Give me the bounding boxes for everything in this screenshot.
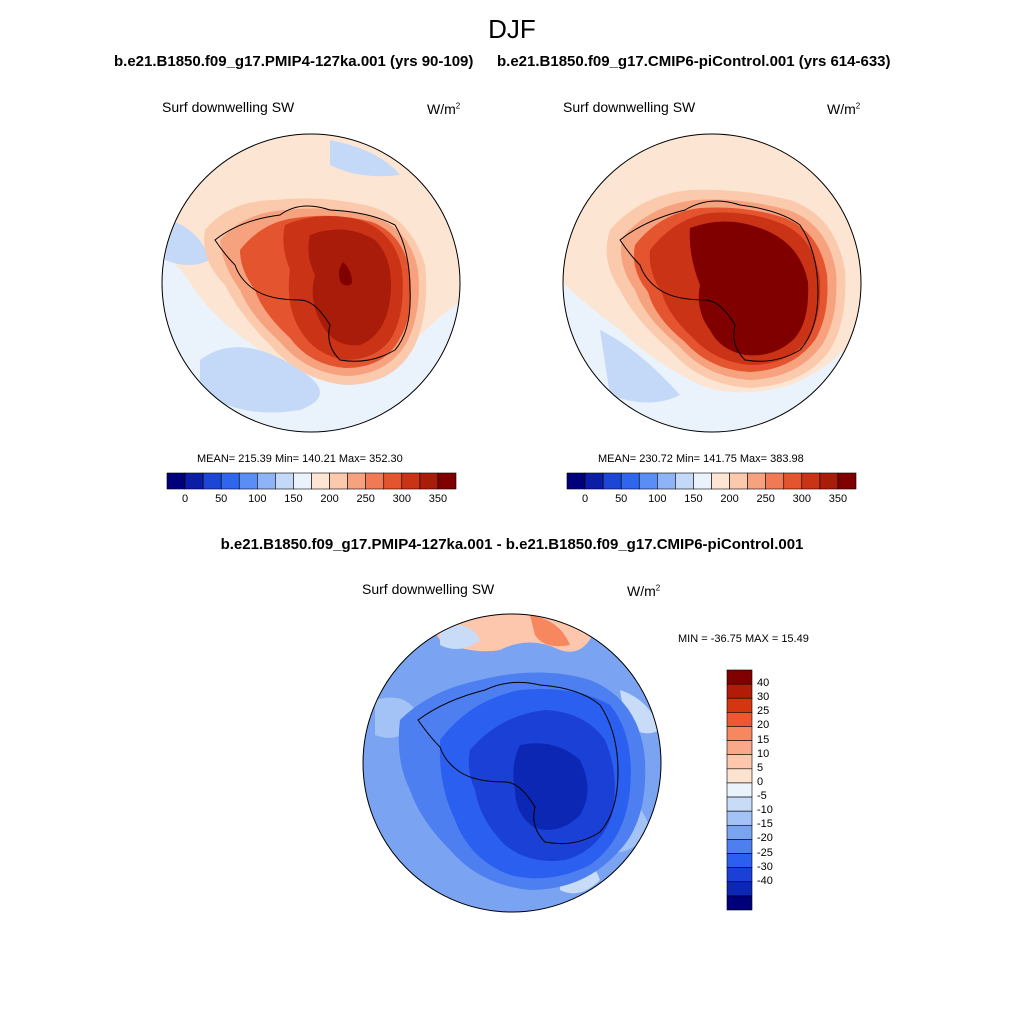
panel1-colorbar-tick-label: 0: [182, 493, 189, 505]
panel3-colorbar-tick-label: -40: [757, 874, 773, 887]
contour-level-330: [308, 229, 391, 346]
panel1-colorbar-tick-label: 250: [356, 493, 375, 505]
positive-anomaly-patch: [530, 615, 570, 647]
panel3-colorbar-tick-label: -15: [757, 818, 773, 831]
low-sw-patch: [200, 347, 320, 413]
contour-level-350: [338, 262, 352, 286]
panel1-colorbar-tick-label: 50: [215, 493, 228, 505]
panel2-colorbar-tick-label: 200: [720, 493, 739, 505]
panel2-colorbar-tick-label: 100: [648, 493, 667, 505]
panel3-colorbar-tick-label: -25: [757, 846, 773, 859]
panel3-colorbar-tick-label: -5: [757, 790, 767, 803]
panel3-colorbar-tick-label: -30: [757, 860, 773, 873]
figure-title: DJF: [488, 14, 536, 44]
panel1-colorbar-tick-label: 200: [320, 493, 339, 505]
panel3-stats: MIN = -36.75 MAX = 15.49: [678, 633, 809, 645]
low-sw-patch: [330, 140, 400, 177]
panel1-colorbar-tick-label: 350: [428, 493, 448, 505]
panel3-colorbar-swatch: [726, 768, 753, 784]
panel3-colorbar-swatch: [726, 712, 753, 727]
panel1-colorbar-tick-label: 150: [284, 493, 303, 505]
panel3-colorbar-swatch: [726, 740, 753, 756]
panel2-variable-label: Surf downwelling SW: [563, 99, 696, 115]
panel2-units-label: W/m2: [827, 101, 861, 117]
panel3-colorbar-swatch: [726, 839, 753, 854]
panel1-colorbar-swatch: [437, 472, 457, 490]
panel3-colorbar-swatch: [726, 895, 753, 911]
panel1-colorbar-tick-label: 100: [248, 493, 267, 505]
panel1-case-title: b.e21.B1850.f09_g17.PMIP4-127ka.001 (yrs…: [114, 53, 474, 70]
panel3-colorbar-swatch: [726, 881, 753, 897]
low-sw-patch: [600, 330, 680, 403]
panel2-colorbar-tick-label: 150: [684, 493, 703, 505]
panel1-variable-label: Surf downwelling SW: [162, 99, 295, 115]
panel3-colorbar-swatch: [726, 853, 753, 868]
panel3-case-title: b.e21.B1850.f09_g17.PMIP4-127ka.001 - b.…: [220, 536, 804, 553]
panel3-colorbar-swatch: [726, 683, 753, 699]
panel2-colorbar-tick-label: 350: [828, 493, 848, 505]
panel2-colorbar-tick-label: 0: [582, 493, 589, 505]
panel2-colorbar-swatch: [837, 472, 857, 490]
panel3-colorbar-tick-label: 10: [757, 747, 770, 760]
panel3-colorbar-swatch: [726, 796, 753, 812]
panel1-units-label: W/m2: [427, 101, 461, 117]
panel3-colorbar-tick-label: 20: [757, 719, 770, 732]
panel3-colorbar-tick-label: 40: [757, 677, 770, 690]
panel2-colorbar-tick-label: 250: [756, 493, 775, 505]
panel2-colorbar-tick-label: 300: [792, 493, 811, 505]
low-sw-patch: [165, 220, 210, 265]
panel3-colorbar-swatch: [726, 867, 753, 883]
panel3-colorbar-swatch: [726, 669, 753, 685]
antarctica-coastline: [417, 681, 619, 845]
panel1-stats: MEAN= 215.39 Min= 140.21 Max= 352.30: [197, 453, 403, 465]
panel3-colorbar-swatch: [726, 782, 753, 798]
panel3-colorbar-tick-label: -10: [757, 804, 773, 817]
panel3-colorbar-tick-label: 5: [757, 761, 764, 774]
panel3-colorbar-swatch: [726, 810, 753, 826]
antarctica-coastline: [214, 205, 411, 362]
antarctica-coastline: [619, 200, 819, 362]
panel1-colorbar-tick-label: 300: [392, 493, 411, 505]
panel3-colorbar-swatch: [726, 726, 753, 741]
panel3-colorbar-swatch: [726, 697, 753, 713]
panel3-units-label: W/m2: [627, 583, 661, 599]
panel3-colorbar-tick-label: 30: [757, 691, 770, 704]
panel3-colorbar-tick-label: 25: [757, 705, 770, 718]
panel3-colorbar-swatch: [726, 824, 753, 840]
panel3-colorbar-swatch: [726, 754, 753, 770]
panel3-variable-label: Surf downwelling SW: [362, 581, 495, 597]
small-anomaly-patch: [440, 624, 480, 649]
panel3-colorbar-tick-label: -20: [757, 832, 773, 845]
panel3-colorbar-tick-label: 0: [757, 775, 764, 788]
panel2-case-title: b.e21.B1850.f09_g17.CMIP6-piControl.001 …: [497, 53, 891, 70]
panel3-colorbar-tick-label: 15: [757, 733, 770, 746]
contour-level-minus30: [513, 743, 588, 830]
panel2-stats: MEAN= 230.72 Min= 141.75 Max= 383.98: [598, 453, 804, 465]
contour-level-340: [689, 221, 809, 356]
panel2-colorbar-tick-label: 50: [615, 493, 628, 505]
